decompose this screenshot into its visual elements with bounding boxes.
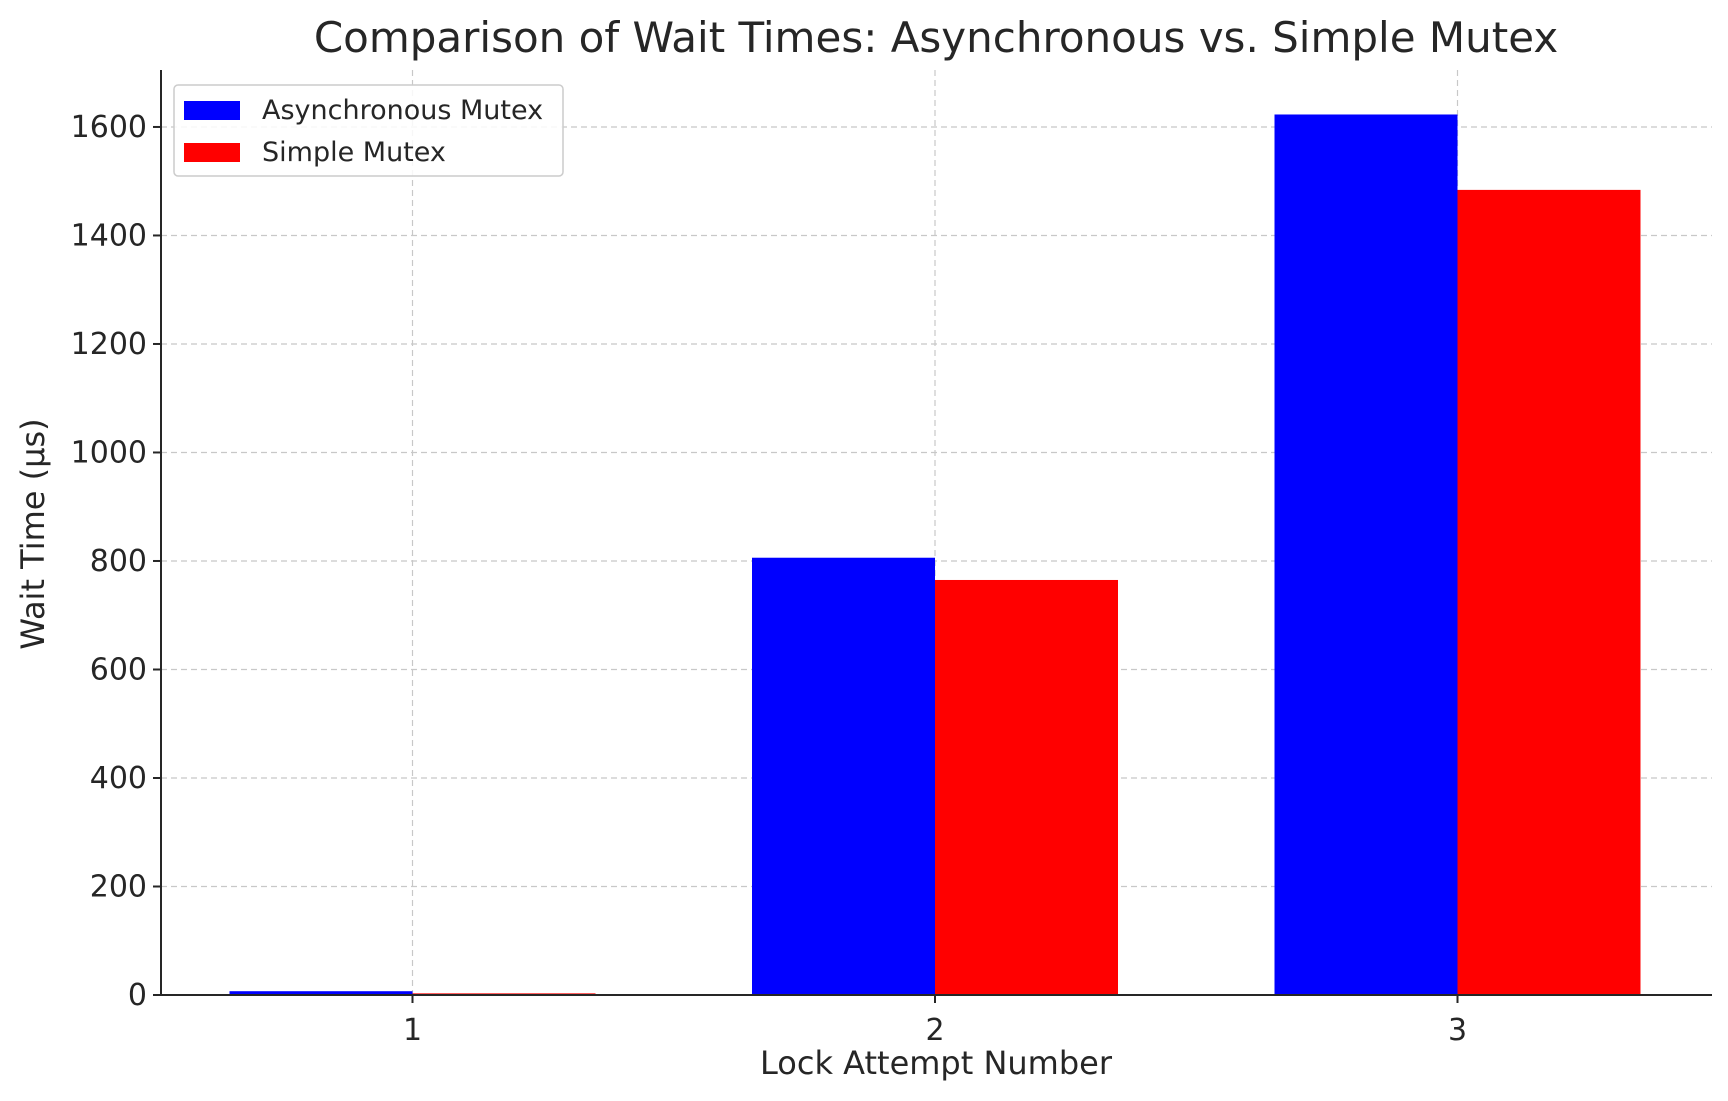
axes	[153, 70, 1712, 1003]
tick-labels: 0 200 400 600 800 1000 1200 1400 1600 1 2 3	[71, 110, 1467, 1048]
y-tick-label: 0	[128, 978, 147, 1013]
y-tick-label: 1600	[71, 110, 147, 145]
bar-simple-mutex-2	[935, 579, 1118, 995]
y-tick-label: 1000	[71, 435, 147, 470]
x-tick-label: 3	[1448, 1013, 1467, 1048]
y-tick-label: 1400	[71, 218, 147, 253]
bars	[229, 114, 1641, 996]
y-tick-label: 200	[90, 869, 147, 904]
chart-title: Comparison of Wait Times: Asynchronous v…	[314, 13, 1558, 62]
bar-asynchronous-mutex-2	[752, 557, 935, 995]
y-tick-label: 400	[90, 761, 147, 796]
x-tick-label: 1	[403, 1013, 422, 1048]
y-tick-label: 800	[90, 544, 147, 579]
legend-box	[173, 84, 564, 177]
x-axis-label: Lock Attempt Number	[760, 1044, 1113, 1082]
legend-swatch	[184, 101, 240, 120]
legend-swatch	[184, 143, 240, 162]
y-tick-label: 600	[90, 652, 147, 687]
legend-label: Simple Mutex	[262, 137, 446, 168]
legend: Asynchronous Mutex Simple Mutex	[173, 84, 564, 177]
y-tick-label: 1200	[71, 327, 147, 362]
bar-asynchronous-mutex-3	[1274, 114, 1458, 995]
bar-asynchronous-mutex-1	[229, 991, 413, 995]
bar-simple-mutex-3	[1457, 189, 1641, 996]
y-axis-label: Wait Time (µs)	[14, 418, 52, 649]
legend-label: Asynchronous Mutex	[262, 95, 543, 126]
x-tick-label: 2	[925, 1013, 944, 1048]
